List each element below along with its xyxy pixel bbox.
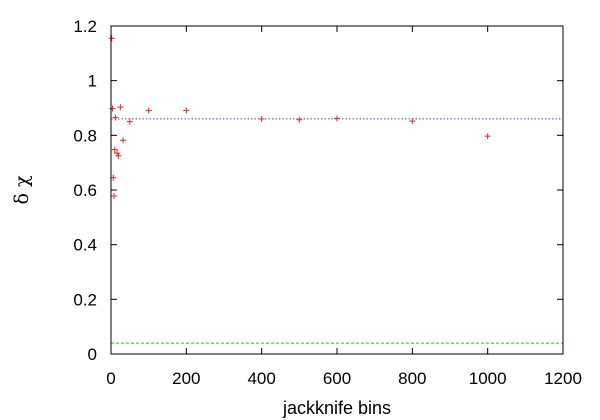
reference-lines: [111, 118, 563, 344]
y-axis-title: δ χ: [11, 175, 33, 204]
y-tick-label: 1.2: [73, 17, 97, 36]
data-point: [111, 146, 118, 153]
x-tick-label: 600: [323, 369, 351, 388]
y-tick-label: 0.2: [73, 290, 97, 309]
data-point: [334, 115, 340, 122]
data-point: [409, 118, 416, 125]
data-points: [108, 35, 491, 200]
y-tick-label: 0.8: [73, 126, 97, 145]
data-point: [145, 107, 152, 114]
data-point: [117, 104, 124, 111]
x-tick-label: 800: [398, 369, 426, 388]
x-tick-label: 200: [172, 369, 200, 388]
data-point: [126, 118, 133, 125]
x-tick-label: 1200: [544, 369, 582, 388]
x-tick-label: 1000: [469, 369, 507, 388]
data-point: [484, 133, 491, 140]
x-tick-label: 0: [106, 369, 115, 388]
data-point: [108, 35, 115, 42]
x-tick-labels: 0 200 400 600 800 1000 1200: [106, 369, 582, 388]
data-point: [111, 193, 118, 200]
data-point: [112, 114, 119, 121]
y-tick-label: 0.6: [73, 181, 97, 200]
data-point: [115, 152, 122, 159]
data-point: [296, 116, 303, 123]
x-axis-title: jackknife bins: [282, 398, 391, 418]
data-point: [258, 115, 265, 122]
axis-ticks: [110, 25, 564, 355]
y-tick-label: 1: [88, 72, 97, 91]
y-tick-label: 0: [88, 345, 97, 364]
x-tick-label: 400: [247, 369, 275, 388]
y-tick-label: 0.4: [73, 236, 97, 255]
data-point: [183, 107, 190, 114]
data-point: [120, 137, 127, 144]
y-tick-labels: 0 0.2 0.4 0.6 0.8 1 1.2: [73, 17, 97, 364]
